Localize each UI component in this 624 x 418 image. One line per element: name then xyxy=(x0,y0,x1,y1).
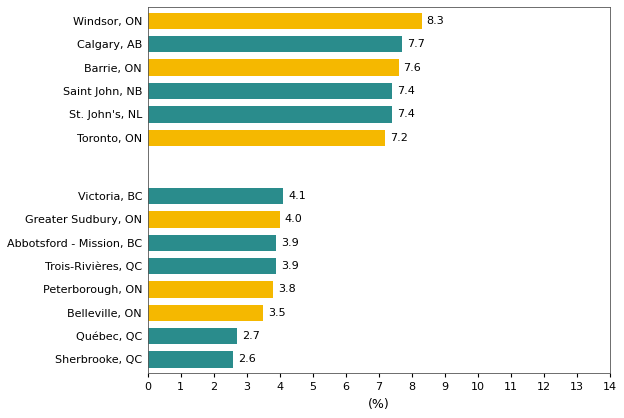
Bar xyxy=(148,13,422,29)
Text: 2.7: 2.7 xyxy=(241,331,260,341)
Text: 4.0: 4.0 xyxy=(285,214,303,224)
Bar xyxy=(148,130,386,146)
Bar xyxy=(148,328,236,344)
Text: 7.4: 7.4 xyxy=(397,86,415,96)
Text: 2.6: 2.6 xyxy=(238,354,256,364)
Text: 4.1: 4.1 xyxy=(288,191,306,201)
Text: 7.6: 7.6 xyxy=(404,63,421,73)
Text: 3.8: 3.8 xyxy=(278,284,296,294)
Text: 3.9: 3.9 xyxy=(281,238,299,248)
Text: 8.3: 8.3 xyxy=(427,16,444,26)
X-axis label: (%): (%) xyxy=(368,398,389,411)
Bar xyxy=(148,305,263,321)
Bar xyxy=(148,234,276,251)
Bar xyxy=(148,258,276,274)
Bar xyxy=(148,83,392,99)
Text: 3.9: 3.9 xyxy=(281,261,299,271)
Bar xyxy=(148,106,392,122)
Text: 3.5: 3.5 xyxy=(268,308,286,318)
Bar xyxy=(148,188,283,204)
Text: 7.4: 7.4 xyxy=(397,110,415,119)
Text: 7.7: 7.7 xyxy=(407,39,425,49)
Text: 7.2: 7.2 xyxy=(391,133,408,143)
Bar xyxy=(148,211,280,227)
Bar xyxy=(148,281,273,298)
Bar xyxy=(148,59,399,76)
Bar xyxy=(148,36,402,53)
Bar xyxy=(148,351,233,368)
